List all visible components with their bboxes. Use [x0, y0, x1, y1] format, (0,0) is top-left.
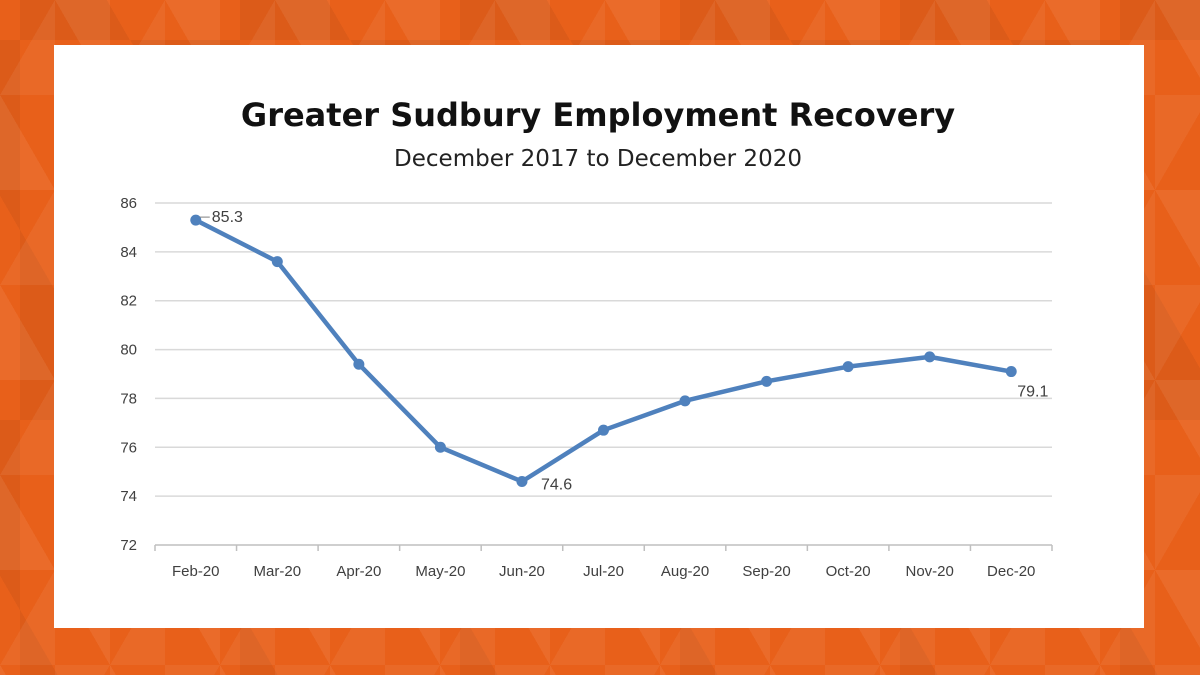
x-tick-label: Apr-20: [336, 563, 381, 580]
data-point: [679, 395, 691, 407]
data-label: 79.1: [1017, 384, 1048, 401]
series-line-group: [190, 214, 1017, 487]
x-tick-label: Jul-20: [583, 563, 624, 580]
data-point: [761, 375, 773, 387]
y-tick-label: 82: [120, 293, 137, 310]
y-tick-label: 84: [120, 244, 137, 261]
data-point: [353, 358, 365, 370]
x-tick-label: Dec-20: [987, 563, 1035, 580]
x-axis: Feb-20 Mar-20 Apr-20 May-20 Jun-20 Jul-20 Aug-…: [154, 544, 1053, 580]
data-point: [1005, 366, 1017, 378]
x-tick-label: May-20: [415, 563, 465, 580]
data-label: 85.3: [212, 209, 243, 226]
x-tick-label: Oct-20: [826, 563, 871, 580]
data-point: [434, 441, 446, 453]
data-labels: 85.3 74.6 79.1: [199, 209, 1048, 493]
y-tick-label: 76: [120, 439, 137, 456]
x-tick-label: Feb-20: [172, 563, 220, 580]
data-point: [271, 256, 283, 268]
y-tick-label: 80: [120, 342, 137, 359]
data-label: 74.6: [541, 476, 572, 493]
x-tick-label: Nov-20: [906, 563, 954, 580]
x-tick-label: Mar-20: [254, 563, 302, 580]
series-line: [193, 217, 1014, 484]
y-tick-label: 74: [120, 488, 137, 505]
y-tick-label: 78: [120, 390, 137, 407]
data-point: [516, 475, 528, 487]
chart-title: Greater Sudbury Employment Recovery: [240, 96, 956, 134]
data-point: [190, 214, 202, 226]
x-tick-label: Aug-20: [661, 563, 709, 580]
gridlines: 72 74 76 78 80 82 84 86: [120, 195, 1052, 554]
data-point: [598, 424, 609, 436]
data-point: [924, 351, 936, 363]
y-tick-label: 72: [120, 537, 137, 554]
chart-subtitle: December 2017 to December 2020: [394, 146, 802, 172]
data-point: [842, 361, 854, 373]
y-tick-label: 86: [120, 195, 137, 212]
x-tick-label: Sep-20: [742, 563, 790, 580]
chart-card: [54, 45, 1144, 628]
x-tick-label: Jun-20: [499, 563, 545, 580]
